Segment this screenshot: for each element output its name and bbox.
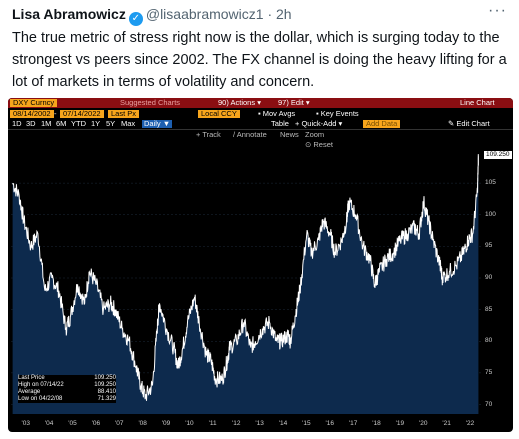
x-tick-label: '05: [68, 420, 77, 427]
security-field[interactable]: DXY Curncy: [10, 99, 58, 107]
x-tick-label: '19: [395, 420, 405, 427]
legend-row-last: Last Price 109.250: [18, 375, 116, 381]
edit-chart-button[interactable]: ✎ Edit Chart: [448, 119, 490, 128]
y-tick-label: 90: [485, 274, 493, 281]
reset-tool[interactable]: ⊙ Reset: [305, 140, 333, 149]
handle[interactable]: @lisaabramowicz1: [145, 6, 264, 22]
separator: ·: [267, 6, 273, 22]
tweet-text: The true metric of stress right now is t…: [12, 30, 507, 90]
tweet-header: Lisa Abramowicz ✓ @lisaabramowicz1 · 2h: [12, 6, 292, 26]
x-tick-label: '21: [442, 420, 451, 427]
x-tick-label: '06: [91, 420, 101, 427]
track-tool[interactable]: + Track: [196, 130, 221, 139]
x-tick-label: '13: [255, 420, 264, 427]
bloomberg-chart-image[interactable]: DXY Curncy Suggested Charts 90) Actions …: [8, 98, 513, 432]
zoom-tool[interactable]: Zoom: [305, 130, 325, 139]
date-from-field[interactable]: 08/14/2002: [10, 110, 54, 118]
x-tick-label: '20: [419, 420, 428, 427]
x-tick-label: '11: [208, 420, 217, 427]
y-tick-label: 85: [485, 305, 493, 313]
add-data-field[interactable]: Add Data: [363, 120, 401, 128]
date-to-field[interactable]: 07/14/2022: [60, 110, 104, 118]
verified-badge-icon: ✓: [128, 12, 143, 26]
terminal-toolbar: 1D 3D 1M 6M YTD 1Y 5Y Max Daily ▼ Table …: [8, 119, 513, 130]
chart-legend: Last Price 109.250 High on 07/14/22 109.25…: [18, 375, 116, 403]
period-3d[interactable]: 3D: [26, 119, 36, 128]
x-tick-label: '07: [115, 420, 124, 427]
x-tick-label: '22: [465, 420, 475, 427]
x-tick-label: '03: [21, 420, 30, 427]
y-tick-label: 100: [485, 210, 496, 218]
more-options-icon[interactable]: ···: [488, 2, 507, 19]
series-line: [12, 154, 479, 401]
period-1d[interactable]: 1D: [12, 119, 22, 128]
period-5y[interactable]: 5Y: [106, 119, 116, 128]
x-tick-label: '08: [138, 420, 147, 427]
legend-row-average: Average 88.410: [18, 389, 116, 395]
timestamp[interactable]: 2h: [276, 6, 292, 22]
last-price-marker: 109.250: [484, 151, 512, 159]
display-name[interactable]: Lisa Abramowicz: [12, 6, 126, 22]
legend-row-high: High on 07/14/22 109.250: [18, 382, 116, 388]
y-tick-label: 105: [485, 179, 496, 187]
y-axis: 70 75 80 85 90 95 100 105: [482, 142, 512, 414]
y-tick-label: 95: [485, 242, 493, 250]
series-area: [12, 154, 479, 414]
table-button[interactable]: Table: [271, 119, 289, 128]
x-tick-label: '12: [231, 420, 241, 427]
legend-row-low: Low on 04/22/08 71.329: [18, 396, 116, 402]
frequency-selector[interactable]: Daily ▼: [142, 119, 173, 128]
news-tool[interactable]: News: [280, 130, 299, 139]
key-events-toggle[interactable]: ▪ Key Events: [316, 109, 359, 118]
period-1y[interactable]: 1Y: [91, 119, 101, 128]
x-tick-label: '14: [278, 420, 288, 427]
edit-menu[interactable]: 97) Edit ▾: [278, 98, 310, 107]
terminal-params-bar: 08/14/2002 - 07/14/2022 Last Px Local CC…: [8, 109, 513, 119]
x-tick-label: '04: [44, 420, 54, 427]
dxy-line-chart[interactable]: [11, 142, 481, 414]
period-1m[interactable]: 1M: [41, 119, 52, 128]
x-axis: '03 '04 '05 '06 '07 '08 '09 '10 '11 '12 '13 '14 '15 '…: [8, 420, 478, 430]
quick-add-button[interactable]: + Quick-Add ▾: [295, 119, 343, 128]
suggested-charts[interactable]: Suggested Charts: [120, 98, 181, 107]
x-tick-label: '15: [302, 420, 311, 427]
price-chart[interactable]: [11, 142, 481, 414]
period-ytd[interactable]: YTD: [71, 119, 86, 128]
x-tick-label: '10: [185, 420, 194, 427]
period-6m[interactable]: 6M: [56, 119, 67, 128]
y-tick-label: 70: [485, 400, 493, 408]
terminal-title-bar: DXY Curncy Suggested Charts 90) Actions …: [8, 98, 513, 108]
field-selector[interactable]: Last Px: [108, 110, 140, 118]
annotate-tool[interactable]: / Annotate: [233, 130, 267, 139]
x-tick-label: '17: [348, 420, 358, 427]
mov-avgs-toggle[interactable]: ▪ Mov Avgs: [258, 109, 296, 118]
currency-selector[interactable]: Local CCY: [198, 110, 240, 118]
y-tick-label: 75: [485, 368, 493, 376]
period-max[interactable]: Max: [121, 119, 136, 128]
y-tick-label: 80: [485, 337, 493, 345]
x-tick-label: '18: [372, 420, 381, 427]
x-tick-label: '16: [325, 420, 334, 427]
actions-menu[interactable]: 90) Actions ▾: [218, 98, 261, 107]
chart-type-label: Line Chart: [460, 98, 495, 107]
x-tick-label: '09: [161, 420, 171, 427]
